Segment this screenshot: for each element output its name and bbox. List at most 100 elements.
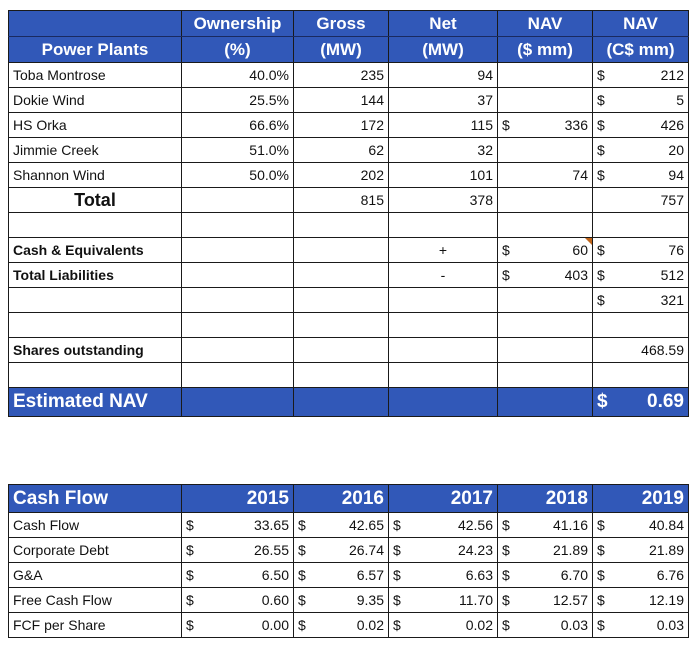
- empty-cell: [293, 237, 389, 263]
- plant-net: 115: [388, 112, 498, 138]
- liabilities-usd: $403: [497, 262, 593, 288]
- cash-flow-value: 0.02: [465, 617, 493, 633]
- plant-ownership: 50.0%: [181, 162, 294, 188]
- cash-cad: $76: [592, 237, 689, 263]
- blank-row: [8, 212, 689, 238]
- currency-sign: $: [298, 592, 306, 608]
- header-nav-usd-unit: ($ mm): [497, 36, 593, 63]
- cash-flow-row: Corporate Debt $26.55 $26.74 $24.23 $21.89 $2…: [8, 537, 689, 563]
- plant-nav-cad: $20: [592, 137, 689, 163]
- liabilities-cad: $512: [592, 262, 689, 288]
- plant-net: 37: [388, 87, 498, 113]
- currency-sign: $: [597, 542, 605, 558]
- currency-sign: $: [597, 617, 605, 633]
- cash-flow-value-cell: $26.74: [293, 537, 389, 563]
- cash-flow-value: 6.57: [356, 567, 384, 583]
- plant-row: Toba Montrose 40.0% 235 94 $212: [8, 62, 689, 88]
- total-row: Total 815 378 757: [8, 187, 689, 213]
- year-header: 2018: [497, 484, 593, 513]
- cash-flow-value-cell: $12.19: [592, 587, 689, 613]
- cash-flow-value: 11.70: [459, 592, 493, 608]
- liabilities-label: Total Liabilities: [8, 262, 182, 288]
- currency-sign: $: [298, 567, 306, 583]
- plant-nav-cad: $426: [592, 112, 689, 138]
- cash-flow-value: 0.03: [656, 617, 684, 633]
- cash-flow-row-label: G&A: [8, 562, 182, 588]
- blank-row: [8, 312, 689, 338]
- nav-cad-value: 212: [660, 67, 684, 83]
- currency-sign: $: [502, 117, 510, 133]
- shares-value: 468.59: [592, 337, 689, 363]
- cash-flow-value-cell: $40.84: [592, 512, 689, 538]
- net-value: 321: [660, 292, 684, 308]
- cash-flow-value-cell: $0.00: [181, 612, 294, 638]
- estimated-nav-row: Estimated NAV $0.69: [8, 387, 689, 417]
- cash-usd[interactable]: $60: [497, 237, 593, 263]
- nav-cad-value: 94: [668, 167, 684, 183]
- plant-name: Jimmie Creek: [8, 137, 182, 163]
- total-nav-cad: 757: [592, 187, 689, 213]
- cash-flow-value-cell: $0.60: [181, 587, 294, 613]
- plant-row: Dokie Wind 25.5% 144 37 $5: [8, 87, 689, 113]
- cash-flow-value: 21.89: [648, 542, 684, 558]
- cash-flow-value-cell: $33.65: [181, 512, 294, 538]
- plant-name: Dokie Wind: [8, 87, 182, 113]
- header-ownership-unit: (%): [181, 36, 294, 63]
- header-gross: Gross: [293, 10, 389, 37]
- plant-gross: 62: [293, 137, 389, 163]
- cash-flow-value: 42.56: [457, 517, 493, 533]
- blank-row: [8, 362, 689, 388]
- cash-flow-table: Cash Flow 2015 2016 2017 2018 2019 Cash …: [8, 484, 689, 638]
- plant-gross: 144: [293, 87, 389, 113]
- currency-sign: $: [186, 517, 194, 533]
- currency-sign: $: [597, 92, 605, 108]
- header-net-unit: (MW): [388, 36, 498, 63]
- cash-flow-value: 21.89: [552, 542, 588, 558]
- currency-sign: $: [597, 67, 605, 83]
- currency-sign: $: [186, 542, 194, 558]
- currency-sign: $: [502, 592, 510, 608]
- cash-flow-rows: Cash Flow $33.65 $42.65 $42.56 $41.16 $40.84 C…: [8, 512, 689, 638]
- estimated-nav-cell: $0.69: [592, 387, 689, 417]
- nav-cad-value: 20: [668, 142, 684, 158]
- cash-flow-row: Cash Flow $33.65 $42.65 $42.56 $41.16 $40.84: [8, 512, 689, 538]
- currency-sign: $: [597, 391, 608, 412]
- cash-flow-value: 0.00: [261, 617, 289, 633]
- cash-row: Cash & Equivalents + $60 $76: [8, 237, 689, 263]
- year-header: 2015: [181, 484, 294, 513]
- cash-label: Cash & Equivalents: [8, 237, 182, 263]
- currency-sign: $: [502, 517, 510, 533]
- nav-cad-value: 426: [660, 117, 684, 133]
- total-label: Total: [8, 187, 182, 213]
- empty-cell: [181, 187, 294, 213]
- cash-flow-row-label: Corporate Debt: [8, 537, 182, 563]
- net-value-row: $321: [8, 287, 689, 313]
- cash-flow-value: 26.74: [348, 542, 384, 558]
- empty-cell: [181, 262, 294, 288]
- liabilities-row: Total Liabilities - $403 $512: [8, 262, 689, 288]
- cash-flow-value: 9.35: [356, 592, 384, 608]
- shares-row: Shares outstanding 468.59: [8, 337, 689, 363]
- cash-flow-row: G&A $6.50 $6.57 $6.63 $6.70 $6.76: [8, 562, 689, 588]
- plant-ownership: 40.0%: [181, 62, 294, 88]
- cash-flow-value-cell: $11.70: [388, 587, 498, 613]
- plant-ownership: 25.5%: [181, 87, 294, 113]
- currency-sign: $: [298, 542, 306, 558]
- cash-flow-value-cell: $6.76: [592, 562, 689, 588]
- cash-flow-value-cell: $26.55: [181, 537, 294, 563]
- cash-flow-row-label: Free Cash Flow: [8, 587, 182, 613]
- currency-sign: $: [186, 567, 194, 583]
- cash-flow-value: 6.76: [656, 567, 684, 583]
- cash-flow-row: Free Cash Flow $0.60 $9.35 $11.70 $12.57 $12.…: [8, 587, 689, 613]
- plant-name: Shannon Wind: [8, 162, 182, 188]
- cash-flow-value: 12.19: [648, 592, 684, 608]
- nav-usd-value: 74: [572, 167, 588, 183]
- cash-flow-value-cell: $12.57: [497, 587, 593, 613]
- plant-gross: 202: [293, 162, 389, 188]
- cash-flow-value: 0.02: [356, 617, 384, 633]
- nav-cad-value: 5: [676, 92, 684, 108]
- cash-flow-value-cell: $21.89: [497, 537, 593, 563]
- currency-sign: $: [502, 242, 510, 258]
- currency-sign: $: [298, 617, 306, 633]
- currency-sign: $: [597, 292, 605, 308]
